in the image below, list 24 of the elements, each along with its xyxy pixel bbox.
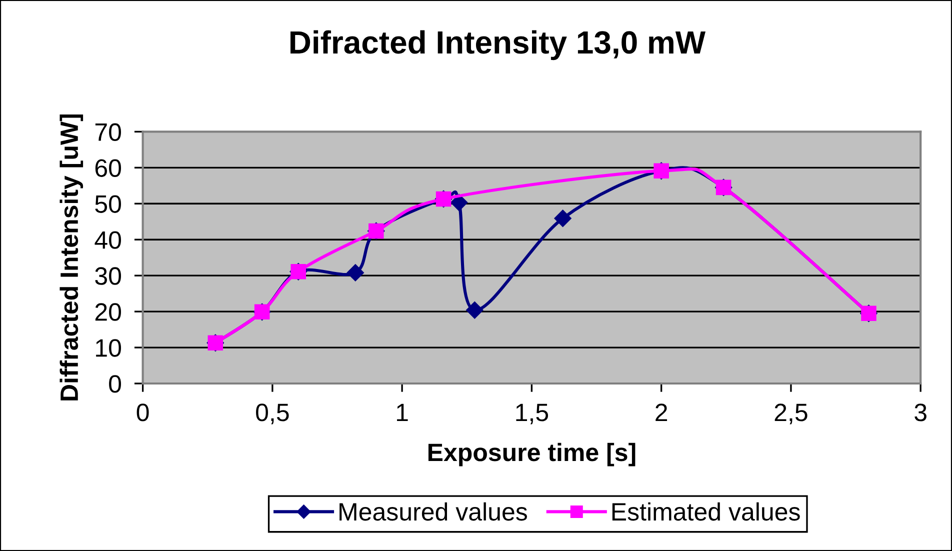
x-tick-label: 0 <box>136 404 149 422</box>
y-tick-label: 30 <box>95 267 121 285</box>
point <box>450 194 468 212</box>
x-tick-label: 3 <box>914 404 926 422</box>
y-tick-label: 20 <box>95 303 121 321</box>
y-tick-label: 0 <box>109 375 121 393</box>
legend-label: Estimated values <box>612 502 800 521</box>
x-tick-label: 2,5 <box>774 404 808 424</box>
x-tick-label: 1,5 <box>516 404 548 424</box>
y-axis-title: Diffracted Intensity [uW] <box>60 114 84 400</box>
x-tick-label: 2 <box>656 404 668 422</box>
chart-title: Difracted Intensity 13,0 mW <box>290 30 706 60</box>
y-tick-label: 40 <box>94 231 121 249</box>
point <box>466 302 484 319</box>
y-tick-label: 10 <box>96 339 121 357</box>
point <box>346 264 364 282</box>
point <box>554 210 572 227</box>
x-tick-label: 1 <box>397 404 408 422</box>
x-tick-label: 0,5 <box>256 404 289 424</box>
x-axis-title: Exposure time [s] <box>428 442 636 466</box>
y-tick-label: 50 <box>95 195 121 213</box>
y-tick-label: 60 <box>95 159 121 177</box>
legend-label: Measured values <box>340 502 527 521</box>
y-tick-label: 70 <box>95 123 121 141</box>
